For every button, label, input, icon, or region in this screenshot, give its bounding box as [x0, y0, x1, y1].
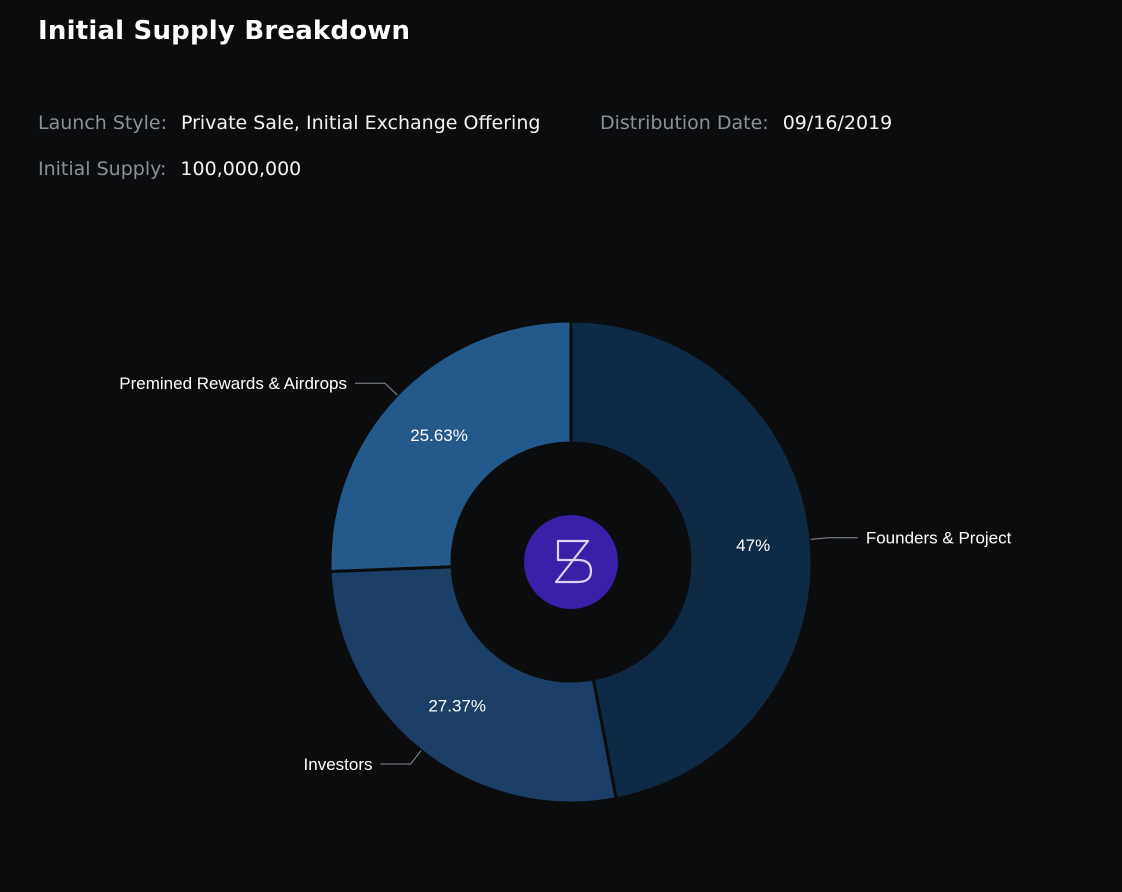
- launch-style-row: Launch Style: Private Sale, Initial Excha…: [38, 112, 540, 134]
- band-protocol-logo: [524, 515, 618, 609]
- leader-line-investors: [380, 750, 422, 765]
- slice-investors[interactable]: [328, 565, 618, 805]
- percent-label-premined-rewards-airdrops: 25.63%: [410, 426, 468, 445]
- slice-label-investors: Investors: [304, 755, 373, 774]
- leader-lines-layer: [354, 382, 858, 765]
- distribution-date-row: Distribution Date: 09/16/2019: [600, 112, 892, 134]
- distribution-date-label: Distribution Date:: [600, 112, 769, 134]
- percent-label-founders-project: 47%: [736, 536, 770, 555]
- distribution-date-value: 09/16/2019: [782, 112, 893, 134]
- initial-supply-label: Initial Supply:: [38, 158, 167, 180]
- initial-supply-row: Initial Supply: 100,000,000: [38, 158, 301, 180]
- slice-label-premined-rewards-airdrops: Premined Rewards & Airdrops: [119, 374, 347, 393]
- logo-glyph-icon: [554, 539, 593, 584]
- slice-premined-rewards-airdrops[interactable]: [328, 319, 573, 574]
- slice-founders-project[interactable]: [569, 319, 814, 801]
- labels-layer: 47% Founders & Project 27.37% Investors 25.6…: [119, 374, 1011, 774]
- slice-label-founders-project: Founders & Project: [866, 529, 1012, 548]
- initial-supply-value: 100,000,000: [180, 158, 302, 180]
- leader-line-premined-rewards-airdrops: [354, 382, 398, 396]
- launch-style-label: Launch Style:: [38, 112, 167, 134]
- page-title: Initial Supply Breakdown: [38, 16, 411, 46]
- percent-label-investors: 27.37%: [428, 696, 486, 715]
- launch-style-value: Private Sale, Initial Exchange Offering: [180, 112, 541, 134]
- leader-line-founders-project: [810, 537, 858, 540]
- slices-layer: [328, 319, 814, 805]
